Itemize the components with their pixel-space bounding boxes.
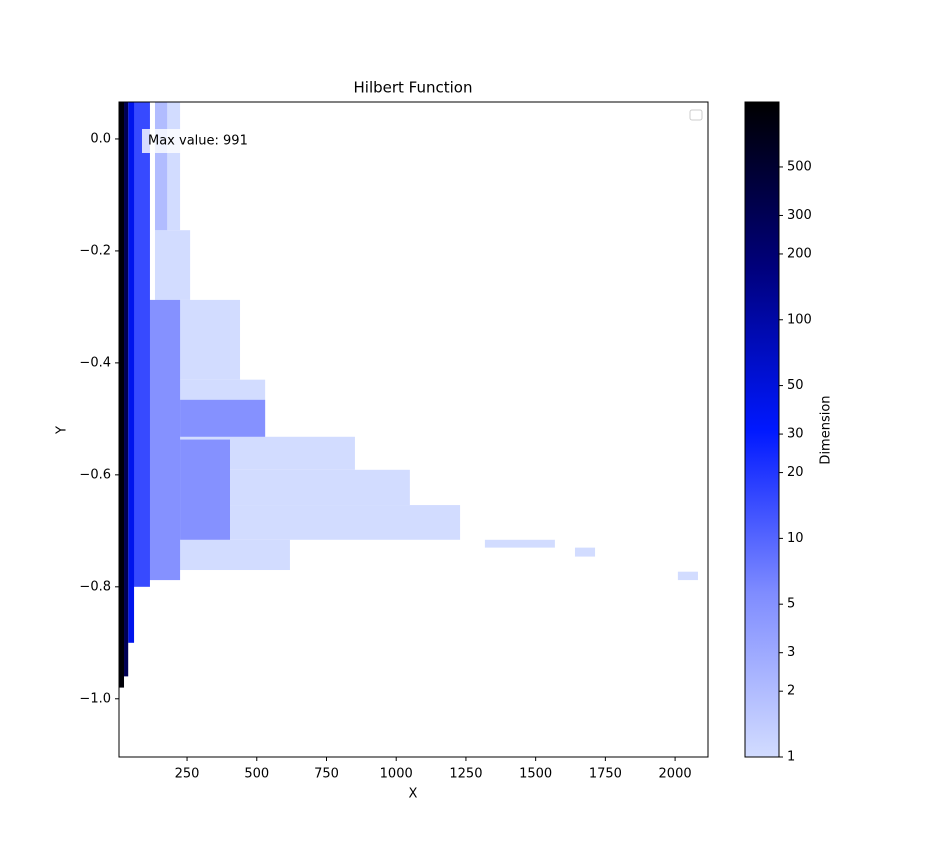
colorbar-tick-label: 1 [787, 750, 795, 765]
x-tick-label: 1250 [449, 767, 482, 782]
annotation: Max value: 991 [148, 134, 248, 149]
x-tick-label: 750 [314, 767, 339, 782]
legend-box [689, 109, 703, 121]
colorbar-tick-label: 5 [787, 597, 795, 612]
plot-frame [118, 101, 709, 758]
colorbar-tick-label: 3 [787, 645, 795, 660]
colorbar-tick-label: 100 [787, 312, 812, 327]
y-axis-label: Y [55, 426, 70, 435]
heatmap-cell [154, 102, 168, 231]
y-tick-label: −0.6 [79, 467, 111, 482]
heatmap-cell [132, 102, 150, 587]
colorbar-label: Dimension [819, 395, 834, 464]
x-tick-label: 250 [175, 767, 200, 782]
heatmap-cell [180, 439, 230, 540]
heatmap-cell [574, 547, 596, 557]
heatmap-cell [119, 102, 125, 688]
x-tick-label: 2000 [659, 767, 692, 782]
colorbar-tick-label: 20 [787, 465, 804, 480]
heatmap-cell [180, 399, 266, 437]
colorbar-tick-label: 30 [787, 427, 804, 442]
colorbar-tick-label: 2 [787, 684, 795, 699]
colorbar-tick-label: 300 [787, 208, 812, 223]
y-tick-label: −0.2 [79, 243, 111, 258]
x-tick-label: 1750 [589, 767, 622, 782]
y-tick-label: −1.0 [79, 691, 111, 706]
heatmap-cell [128, 102, 135, 643]
x-tick-label: 1000 [380, 767, 413, 782]
heatmap-cell [154, 230, 191, 300]
heatmap-cell [124, 102, 129, 677]
heatmap-cell [167, 102, 181, 231]
annotation-box [142, 129, 254, 153]
chart-title: Hilbert Function [354, 79, 473, 97]
y-tick-label: −0.8 [79, 579, 111, 594]
x-tick-label: 500 [244, 767, 269, 782]
colorbar-tick-label: 500 [787, 159, 812, 174]
colorbar [744, 101, 780, 758]
y-tick-label: −0.4 [79, 355, 111, 370]
colorbar-tick-label: 50 [787, 378, 804, 393]
heatmap-cell [484, 539, 555, 548]
y-tick-label: 0.0 [90, 131, 111, 146]
x-tick-label: 1500 [519, 767, 552, 782]
heatmap-cell [677, 571, 698, 581]
x-axis-label: X [409, 787, 418, 802]
colorbar-tick-label: 200 [787, 246, 812, 261]
colorbar-tick-label: 10 [787, 531, 804, 546]
